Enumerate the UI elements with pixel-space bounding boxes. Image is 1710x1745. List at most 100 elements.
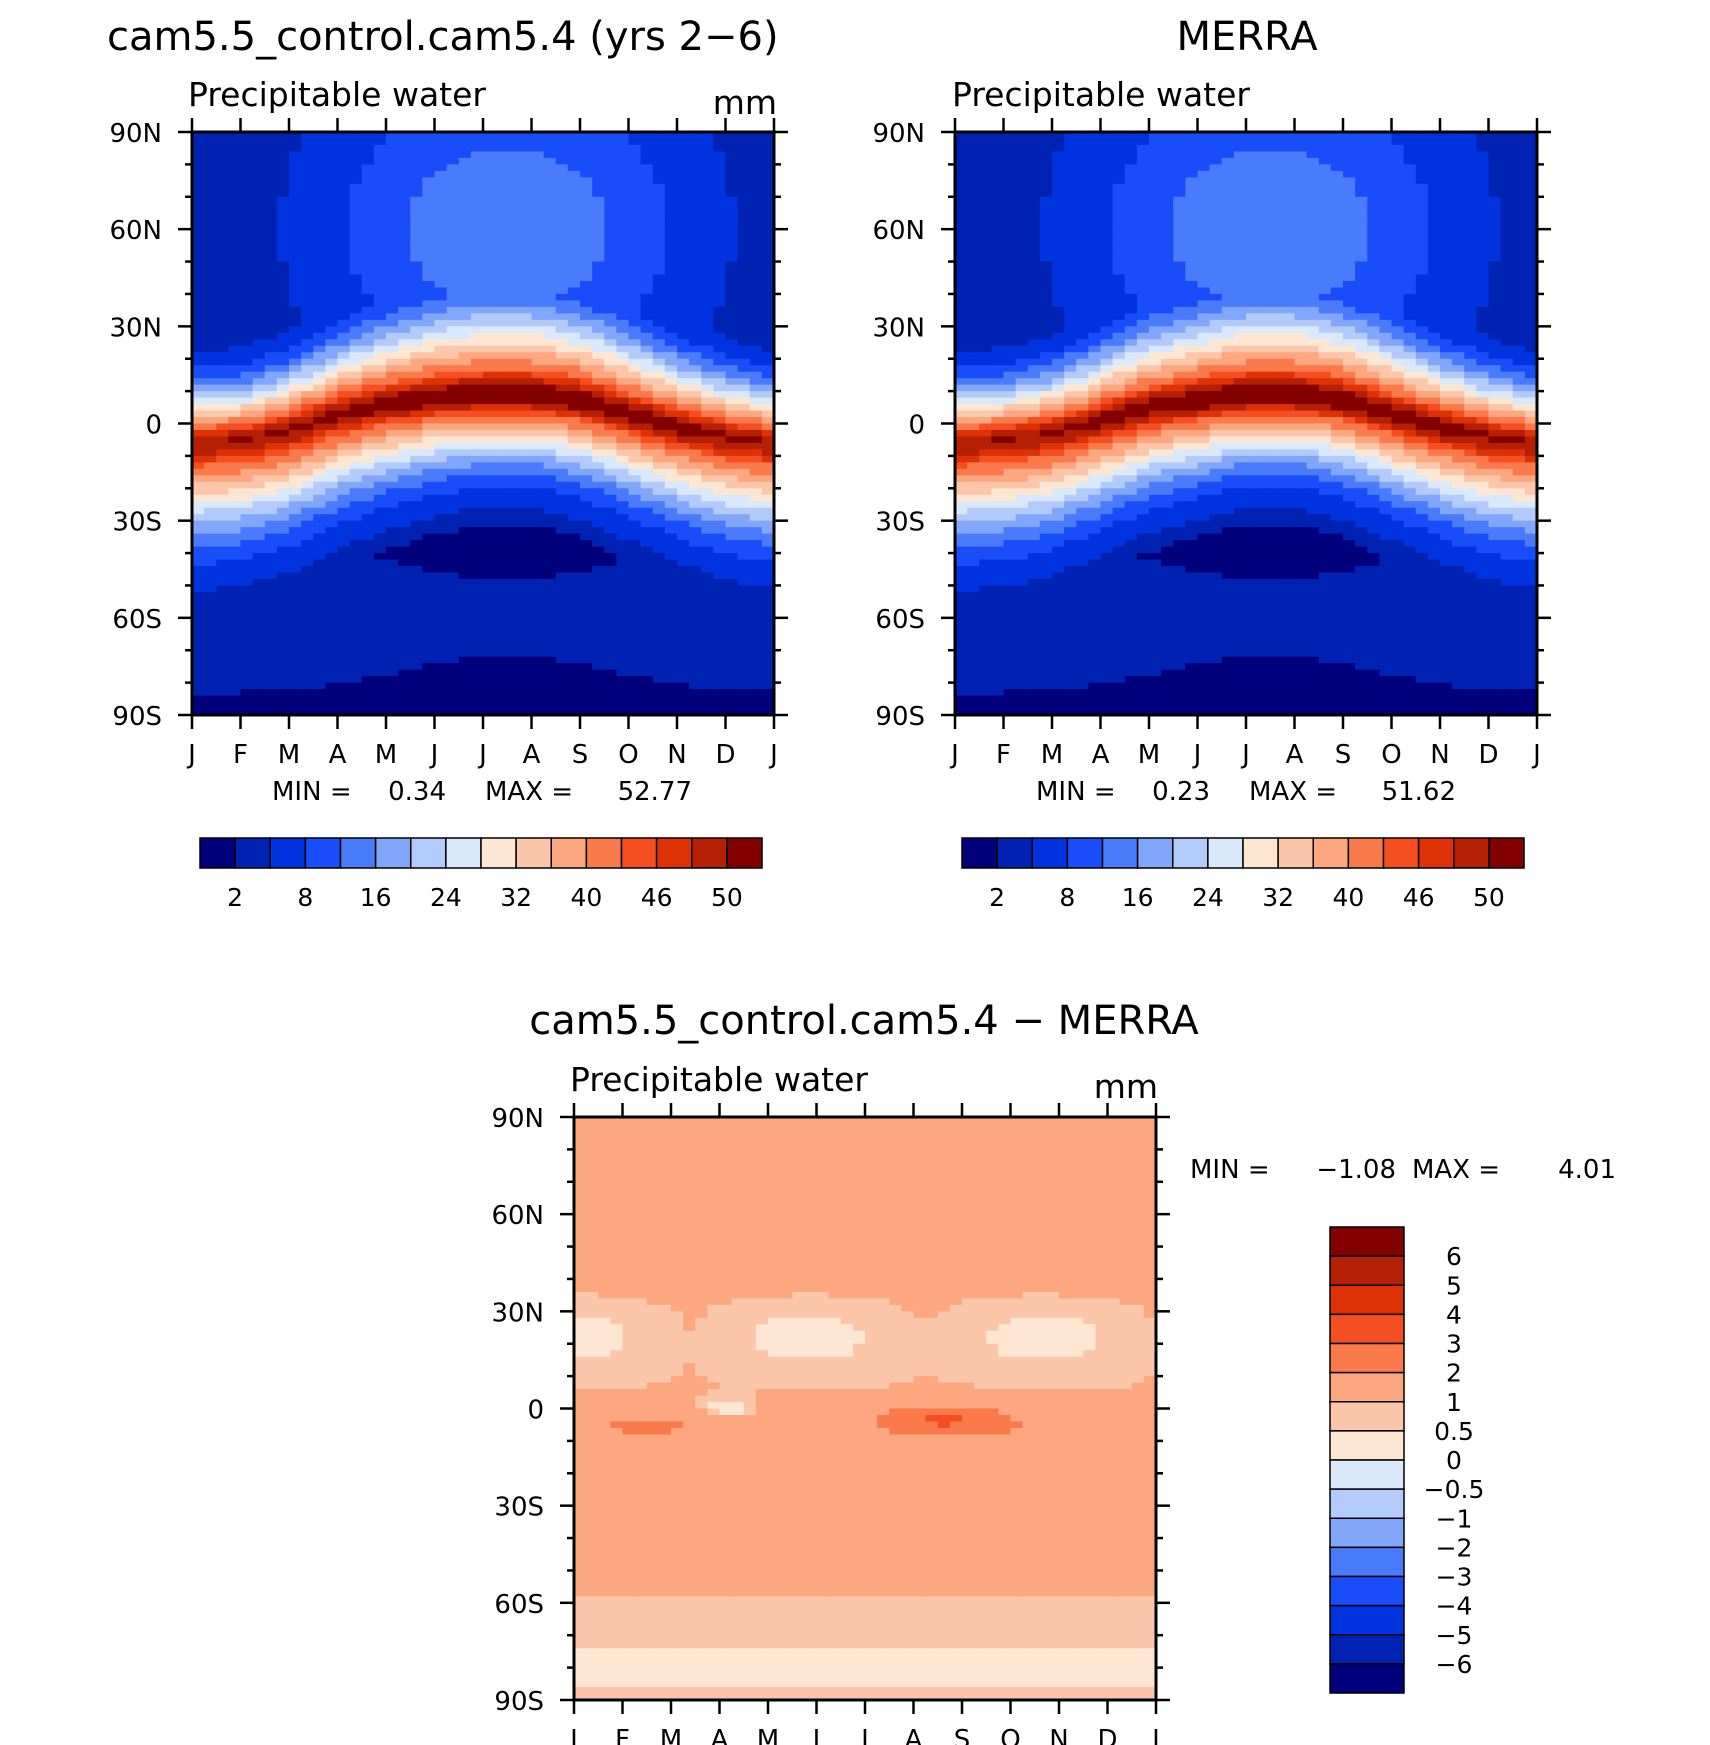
field-cell: [544, 229, 557, 236]
field-cell: [350, 417, 363, 424]
field-cell: [459, 534, 472, 541]
field-cell: [713, 385, 726, 392]
field-cell: [374, 203, 387, 210]
field-cell: [338, 352, 351, 359]
field-cell: [216, 553, 229, 560]
field-cell: [241, 566, 254, 573]
field-cell: [325, 339, 338, 346]
field-cell: [1379, 171, 1392, 178]
field-cell: [192, 359, 205, 366]
field-cell: [313, 598, 326, 605]
field-cell: [435, 676, 448, 683]
field-cell: [374, 482, 387, 489]
field-cell: [592, 359, 605, 366]
field-cell: [410, 184, 423, 191]
field-cell: [726, 378, 739, 385]
field-cell: [665, 171, 678, 178]
field-cell: [580, 598, 593, 605]
field-cell: [435, 359, 448, 366]
field-cell: [483, 359, 496, 366]
field-cell: [519, 242, 532, 249]
field-cell: [435, 424, 448, 431]
field-cell: [726, 313, 739, 320]
field-cell: [677, 495, 690, 502]
field-cell: [1416, 138, 1429, 145]
field-cell: [447, 534, 460, 541]
field-cell: [592, 294, 605, 301]
field-cell: [422, 449, 435, 456]
field-cell: [1307, 177, 1320, 184]
field-cell: [592, 553, 605, 560]
field-cell: [519, 313, 532, 320]
field-cell: [325, 553, 338, 560]
field-cell: [616, 255, 629, 262]
field-cell: [338, 190, 351, 197]
field-cell: [1282, 190, 1295, 197]
field-cell: [1379, 177, 1392, 184]
field-cell: [325, 378, 338, 385]
field-cell: [277, 313, 290, 320]
field-cell: [556, 164, 569, 171]
field-cell: [556, 475, 569, 482]
field-cell: [738, 501, 751, 508]
field-cell: [641, 378, 654, 385]
field-cell: [532, 359, 545, 366]
field-cell: [532, 294, 545, 301]
field-cell: [713, 696, 726, 703]
field-cell: [398, 268, 411, 275]
field-cell: [701, 307, 714, 314]
field-cell: [604, 631, 617, 638]
field-cell: [459, 436, 472, 443]
field-cell: [253, 262, 266, 269]
field-cell: [641, 229, 654, 236]
field-cell: [422, 236, 435, 243]
field-cell: [532, 378, 545, 385]
field-cell: [544, 566, 557, 573]
field-cell: [325, 462, 338, 469]
field-cell: [507, 138, 520, 145]
field-cell: [1416, 177, 1429, 184]
field-cell: [204, 514, 217, 521]
field-cell: [616, 424, 629, 431]
field-cell: [301, 598, 314, 605]
field-cell: [301, 158, 314, 165]
field-cell: [447, 255, 460, 262]
field-cell: [253, 255, 266, 262]
field-cell: [726, 566, 739, 573]
field-cell: [216, 203, 229, 210]
field-cell: [228, 650, 241, 657]
field-cell: [301, 184, 314, 191]
field-cell: [435, 534, 448, 541]
field-cell: [1258, 145, 1271, 152]
field-cell: [362, 359, 375, 366]
field-cell: [338, 203, 351, 210]
field-cell: [386, 683, 399, 690]
field-cell: [1343, 145, 1356, 152]
field-cell: [398, 352, 411, 359]
field-cell: [204, 469, 217, 476]
field-cell: [641, 242, 654, 249]
field-cell: [495, 631, 508, 638]
field-cell: [277, 618, 290, 625]
field-cell: [410, 313, 423, 320]
field-cell: [301, 618, 314, 625]
field-cell: [253, 197, 266, 204]
field-cell: [325, 618, 338, 625]
field-cell: [386, 300, 399, 307]
field-cell: [689, 611, 702, 618]
field-cell: [216, 475, 229, 482]
field-cell: [713, 307, 726, 314]
field-cell: [447, 262, 460, 269]
field-cell: [532, 618, 545, 625]
field-cell: [483, 229, 496, 236]
field-cell: [301, 611, 314, 618]
field-cell: [350, 618, 363, 625]
field-cell: [362, 449, 375, 456]
field-cell: [277, 456, 290, 463]
field-cell: [313, 566, 326, 573]
field-cell: [386, 365, 399, 372]
field-cell: [265, 501, 278, 508]
field-cell: [568, 527, 581, 534]
field-cell: [241, 598, 254, 605]
field-cell: [738, 585, 751, 592]
